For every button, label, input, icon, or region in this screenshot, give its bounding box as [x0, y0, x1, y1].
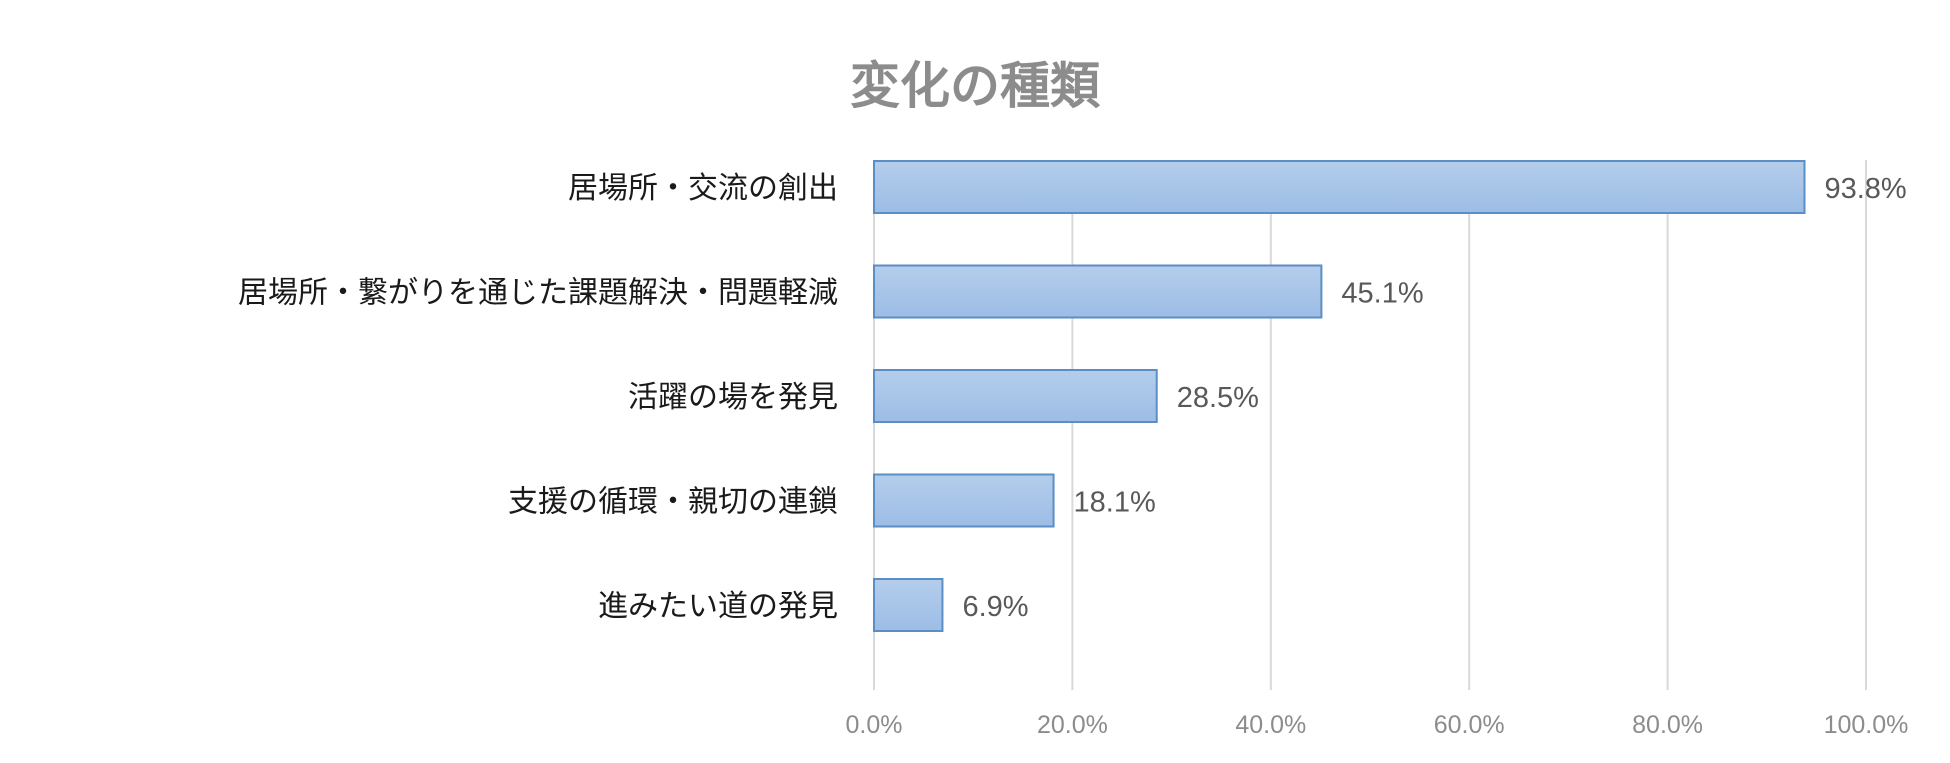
category-label: 進みたい道の発見: [598, 589, 838, 624]
x-tick-label: 60.0%: [1434, 711, 1505, 739]
bar: [873, 160, 1806, 214]
data-label: 18.1%: [1074, 487, 1156, 519]
x-axis-tick-labels: 0.0% 20.0% 40.0% 60.0% 80.0% 100.0%: [846, 711, 1909, 739]
data-label: 45.1%: [1341, 278, 1423, 310]
category-label: 支援の循環・親切の連鎖: [508, 485, 838, 520]
x-tick-label: 20.0%: [1037, 711, 1108, 739]
category-label: 居場所・交流の創出: [568, 171, 838, 206]
data-labels: 93.8% 45.1% 28.5% 18.1% 6.9%: [962, 173, 1906, 623]
category-labels: 居場所・交流の創出居場所・繋がりを通じた課題解決・問題軽減活躍の場を発見支援の循…: [238, 171, 838, 624]
bars: [873, 160, 1806, 632]
data-label: 6.9%: [962, 591, 1028, 623]
x-tick-label: 80.0%: [1632, 711, 1703, 739]
x-tick-label: 100.0%: [1824, 711, 1909, 739]
bar: [873, 369, 1158, 423]
category-label: 居場所・繋がりを通じた課題解決・問題軽減: [238, 276, 838, 311]
x-tick-label: 40.0%: [1235, 711, 1306, 739]
bar: [873, 473, 1055, 528]
data-label: 28.5%: [1177, 382, 1259, 414]
chart-title: 変化の種類: [850, 57, 1101, 115]
x-tick-label: 0.0%: [846, 711, 903, 739]
bar: [873, 578, 944, 632]
data-label: 93.8%: [1824, 173, 1906, 205]
bar: [873, 264, 1323, 319]
category-label: 活躍の場を発見: [628, 380, 838, 415]
